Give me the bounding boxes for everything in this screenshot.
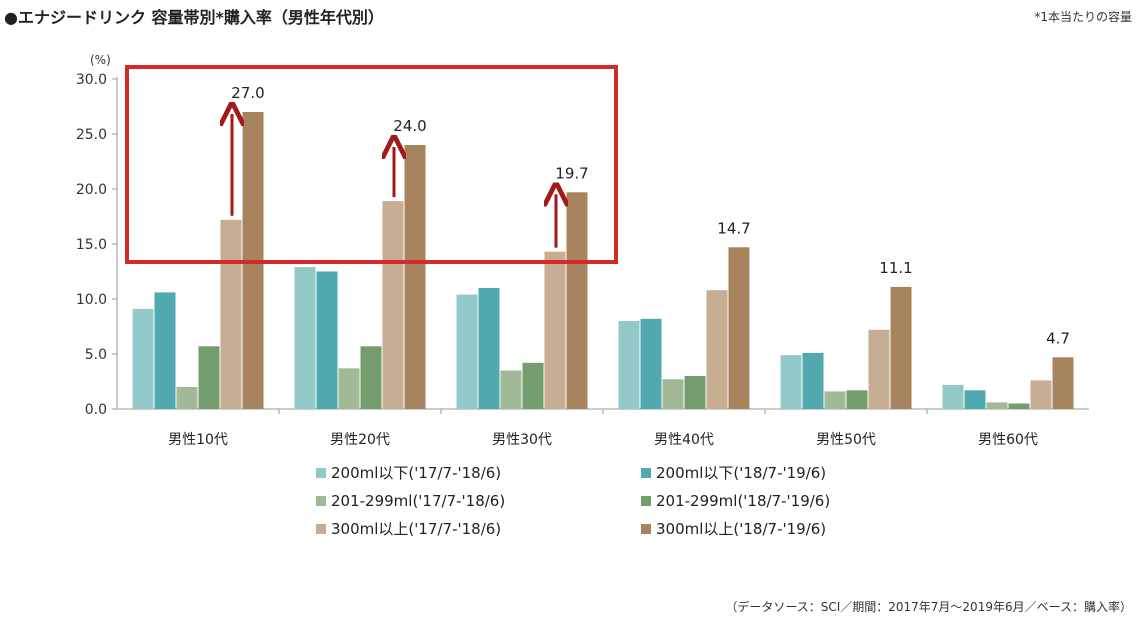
- data-label: 4.7: [1046, 329, 1070, 347]
- bar: [154, 292, 176, 409]
- bar: [294, 267, 316, 409]
- legend-swatch: [641, 496, 651, 506]
- data-label: 19.7: [555, 164, 588, 182]
- legend-label: 200ml以下('18/7-'19/6): [656, 464, 826, 482]
- legend-swatch: [641, 468, 651, 478]
- bar: [1052, 357, 1074, 409]
- legend-swatch: [316, 496, 326, 506]
- bar: [728, 247, 750, 409]
- y-tick-label: 15.0: [76, 237, 107, 253]
- data-label: 11.1: [879, 259, 912, 277]
- y-tick-label: 25.0: [76, 127, 107, 143]
- y-tick-label: 30.0: [76, 72, 107, 88]
- bar: [942, 384, 964, 409]
- bar: [198, 346, 220, 409]
- bar: [868, 329, 890, 409]
- y-axis-unit: (%): [90, 53, 111, 67]
- data-label: 27.0: [231, 84, 264, 102]
- bar: [176, 387, 198, 409]
- bar: [220, 219, 242, 409]
- data-label: 14.7: [717, 219, 750, 237]
- x-tick-label: 男性50代: [816, 432, 876, 448]
- bar: [964, 390, 986, 409]
- bar: [846, 390, 868, 409]
- bar: [890, 286, 912, 409]
- chart-title: ●エナジードリンク 容量帯別*購入率（男性年代別）: [4, 8, 384, 27]
- bar: [338, 368, 360, 409]
- y-tick-label: 0.0: [85, 402, 107, 418]
- highlight-box: [125, 65, 618, 264]
- footnote-capacity: *1本当たりの容量: [1034, 10, 1132, 24]
- bar: [640, 318, 662, 409]
- bar: [986, 402, 1008, 409]
- bar: [360, 346, 382, 409]
- y-tick-label: 5.0: [85, 347, 107, 363]
- bar: [404, 145, 426, 409]
- legend-swatch: [316, 468, 326, 478]
- legend-swatch: [316, 524, 326, 534]
- legend-label: 300ml以上('17/7-'18/6): [331, 520, 501, 538]
- y-tick-label: 20.0: [76, 182, 107, 198]
- bar: [802, 352, 824, 409]
- bar: [382, 201, 404, 409]
- legend-label: 300ml以上('18/7-'19/6): [656, 520, 826, 538]
- legend-label: 201-299ml('18/7-'19/6): [656, 492, 830, 510]
- data-label: 24.0: [393, 117, 426, 135]
- bar: [316, 271, 338, 409]
- x-tick-label: 男性30代: [492, 432, 552, 448]
- bar: [566, 192, 588, 409]
- y-tick-label: 10.0: [76, 292, 107, 308]
- legend-swatch: [641, 524, 651, 534]
- legend-label: 201-299ml('17/7-'18/6): [331, 492, 505, 510]
- bar: [500, 370, 522, 409]
- bar: [618, 321, 640, 409]
- bar: [780, 355, 802, 409]
- x-tick-label: 男性40代: [654, 432, 714, 448]
- bar: [132, 308, 154, 409]
- x-tick-label: 男性60代: [978, 432, 1038, 448]
- bar: [662, 379, 684, 409]
- bar: [456, 294, 478, 409]
- bar: [684, 376, 706, 409]
- x-tick-label: 男性20代: [330, 432, 390, 448]
- bar: [1008, 403, 1030, 409]
- legend-label: 200ml以下('17/7-'18/6): [331, 464, 501, 482]
- bar: [1030, 380, 1052, 409]
- bar: [478, 288, 500, 409]
- bar: [706, 290, 728, 409]
- bar: [522, 362, 544, 409]
- data-source-note: （データソース：SCI／期間：2017年7月～2019年6月／ベース：購入率）: [725, 600, 1132, 614]
- bar: [824, 391, 846, 409]
- bar: [544, 251, 566, 409]
- x-tick-label: 男性10代: [168, 432, 228, 448]
